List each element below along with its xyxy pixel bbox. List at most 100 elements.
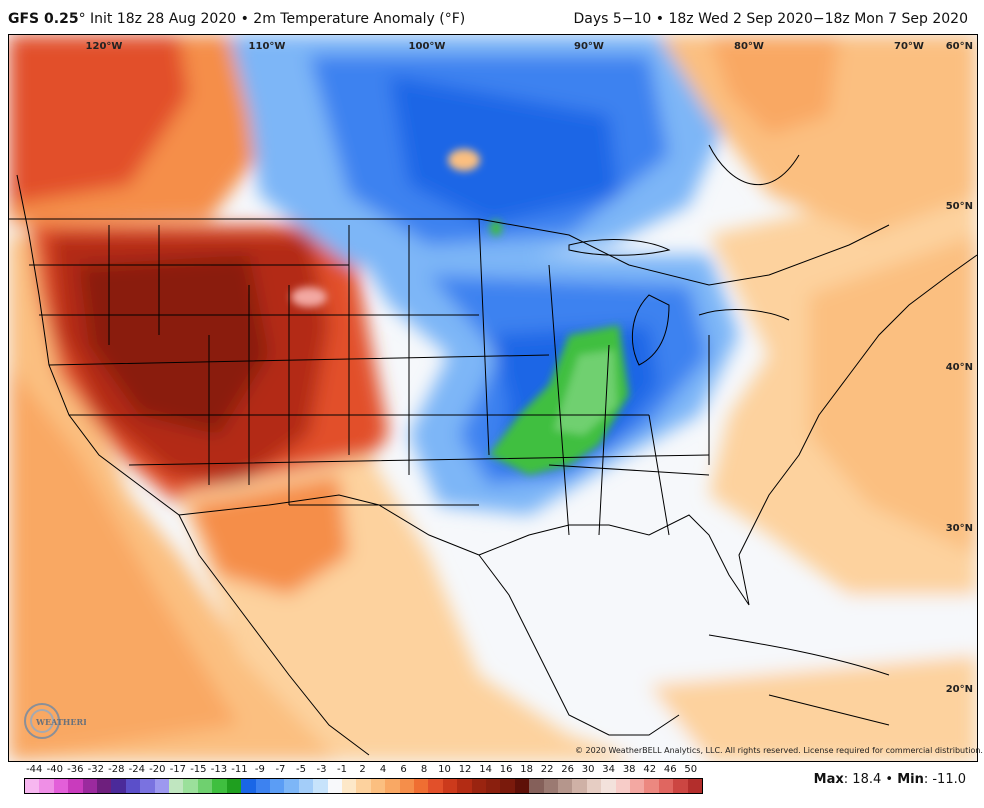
lat-label-30n: 30°N bbox=[946, 523, 973, 534]
colorbar-swatch bbox=[68, 779, 83, 793]
atlantic-warm bbox=[809, 235, 977, 555]
west-extreme bbox=[79, 255, 269, 435]
lat-label-40n: 40°N bbox=[946, 362, 973, 373]
lake-erie-ontario bbox=[698, 309, 790, 321]
gulf-atlantic-coast bbox=[478, 254, 977, 606]
colorbar-swatch bbox=[486, 779, 501, 793]
colorbar-tick-label: 16 bbox=[499, 764, 513, 775]
colorbar-swatch bbox=[169, 779, 184, 793]
boundaries bbox=[9, 144, 977, 756]
hot-spot-rockies bbox=[291, 287, 327, 307]
colorbar-swatch bbox=[82, 779, 98, 793]
canada-us-border-east bbox=[478, 218, 890, 286]
colorbar-swatch bbox=[529, 779, 544, 793]
hudson-warm bbox=[709, 35, 839, 135]
colorbar-swatch bbox=[183, 779, 198, 793]
colorbar-swatch bbox=[673, 779, 688, 793]
colorbar-swatch bbox=[53, 779, 69, 793]
us-mexico-border bbox=[178, 494, 480, 556]
degree-mark: ° bbox=[78, 11, 86, 27]
canada-cold-core bbox=[389, 75, 619, 225]
valid-period: Days 5−10 • 18z Wed 2 Sep 2020−18z Mon 7… bbox=[573, 11, 968, 27]
colorbar-swatch bbox=[212, 779, 227, 793]
lon-label-70w: 70°W bbox=[894, 41, 924, 52]
state-lines-vertical bbox=[108, 218, 710, 536]
colorbar-swatch bbox=[111, 779, 126, 793]
colorbar-tick-label: 26 bbox=[561, 764, 575, 775]
lon-label-90w: 90°W bbox=[574, 41, 604, 52]
pacific-warm-inner bbox=[9, 365, 239, 761]
colorbar-swatch bbox=[327, 779, 342, 793]
colorbar-swatch bbox=[558, 779, 573, 793]
colorbar-swatch bbox=[226, 779, 242, 793]
colorbar-swatch bbox=[140, 779, 155, 793]
colorbar-swatch bbox=[125, 779, 141, 793]
lat-label-60n: 60°N bbox=[946, 41, 973, 52]
colorbar-tick-label: -5 bbox=[295, 764, 306, 775]
colorbar-swatch bbox=[255, 779, 270, 793]
canada-west-hot bbox=[9, 35, 189, 205]
colorbar-swatch bbox=[154, 779, 170, 793]
logo-wordmark: WEATHERBELL bbox=[35, 717, 86, 727]
colorbar-swatch bbox=[385, 779, 400, 793]
stats-separator: • bbox=[881, 772, 898, 787]
lat-label-50n: 50°N bbox=[946, 201, 973, 212]
colorbar-swatch bbox=[615, 779, 631, 793]
colorbar-swatch bbox=[39, 779, 54, 793]
colorbar-tick-label: -9 bbox=[254, 764, 265, 775]
colorbar-tick-label: 14 bbox=[479, 764, 492, 775]
colorbar-tick-label: 22 bbox=[540, 764, 554, 775]
colorbar-tick-label: 4 bbox=[379, 764, 387, 775]
colorbar-tick-label: -28 bbox=[108, 764, 125, 775]
colorbar-swatch bbox=[25, 779, 40, 793]
lon-label-110w: 110°W bbox=[249, 41, 286, 52]
colorbar-tick-label: -3 bbox=[316, 764, 327, 775]
colorbar-tick-label: 18 bbox=[520, 764, 533, 775]
min-value: : -11.0 bbox=[923, 772, 966, 787]
max-label: Max bbox=[813, 772, 844, 787]
colorbar-tick-label: 30 bbox=[581, 764, 595, 775]
colorbar-swatch bbox=[442, 779, 458, 793]
colorbar-swatch bbox=[298, 779, 314, 793]
colorbar-tick-label: 50 bbox=[684, 764, 698, 775]
colorbar-tick-label: 46 bbox=[663, 764, 677, 775]
hudson-bay-south bbox=[708, 144, 800, 185]
colorbar-tick-label: 10 bbox=[438, 764, 451, 775]
colorbar-tick-label: 38 bbox=[622, 764, 636, 775]
colorbar-swatch bbox=[457, 779, 472, 793]
colorbar-swatch bbox=[428, 779, 443, 793]
map-title: GFS 0.25° Init 18z 28 Aug 2020 • 2m Temp… bbox=[8, 11, 465, 27]
caribbean-islands bbox=[708, 634, 890, 726]
colorbar-tick-label: -20 bbox=[149, 764, 166, 775]
green-spot-north bbox=[490, 220, 502, 236]
colorbar-swatch bbox=[97, 779, 112, 793]
state-lines-horizontal bbox=[29, 264, 710, 506]
colorbar-tick-label: -36 bbox=[67, 764, 84, 775]
max-value: : 18.4 bbox=[843, 772, 882, 787]
colorbar-swatch bbox=[413, 779, 429, 793]
coldest-inner bbox=[554, 350, 617, 435]
colorbar-swatch bbox=[313, 779, 328, 793]
colorbar-tick-label: 2 bbox=[359, 764, 366, 775]
lon-label-120w: 120°W bbox=[86, 41, 123, 52]
map-canvas: 120°W 110°W 100°W 90°W 80°W 70°W 60°N 50… bbox=[9, 35, 977, 761]
lon-label-100w: 100°W bbox=[409, 41, 446, 52]
colorbar-swatch bbox=[341, 779, 357, 793]
graticule-labels: 120°W 110°W 100°W 90°W 80°W 70°W 60°N 50… bbox=[86, 41, 973, 695]
colorbar-tick-label: -13 bbox=[210, 764, 228, 775]
colorbar-swatch bbox=[586, 779, 602, 793]
colorbar-swatch bbox=[197, 779, 213, 793]
colorbar-ticks: -44 -40 -36 -32 -28 -24 -20 -17 -15 -13 -11 -9 -7 -5-… bbox=[24, 764, 701, 778]
colorbar-tick-label: 12 bbox=[458, 764, 472, 775]
colorbar-swatch bbox=[471, 779, 486, 793]
map: 120°W 110°W 100°W 90°W 80°W 70°W 60°N 50… bbox=[8, 34, 978, 762]
colorbar-swatch bbox=[601, 779, 616, 793]
canada-warm-spot bbox=[448, 149, 480, 171]
lat-label-20n: 20°N bbox=[946, 684, 973, 695]
colorbar-tick-label: -11 bbox=[231, 764, 248, 775]
lake-michigan bbox=[631, 294, 670, 366]
caribbean-warm bbox=[649, 655, 977, 761]
colorbar-tick-label: -15 bbox=[190, 764, 207, 775]
colorbar-swatch bbox=[687, 779, 703, 793]
colorbar-tick-label: -32 bbox=[87, 764, 104, 775]
